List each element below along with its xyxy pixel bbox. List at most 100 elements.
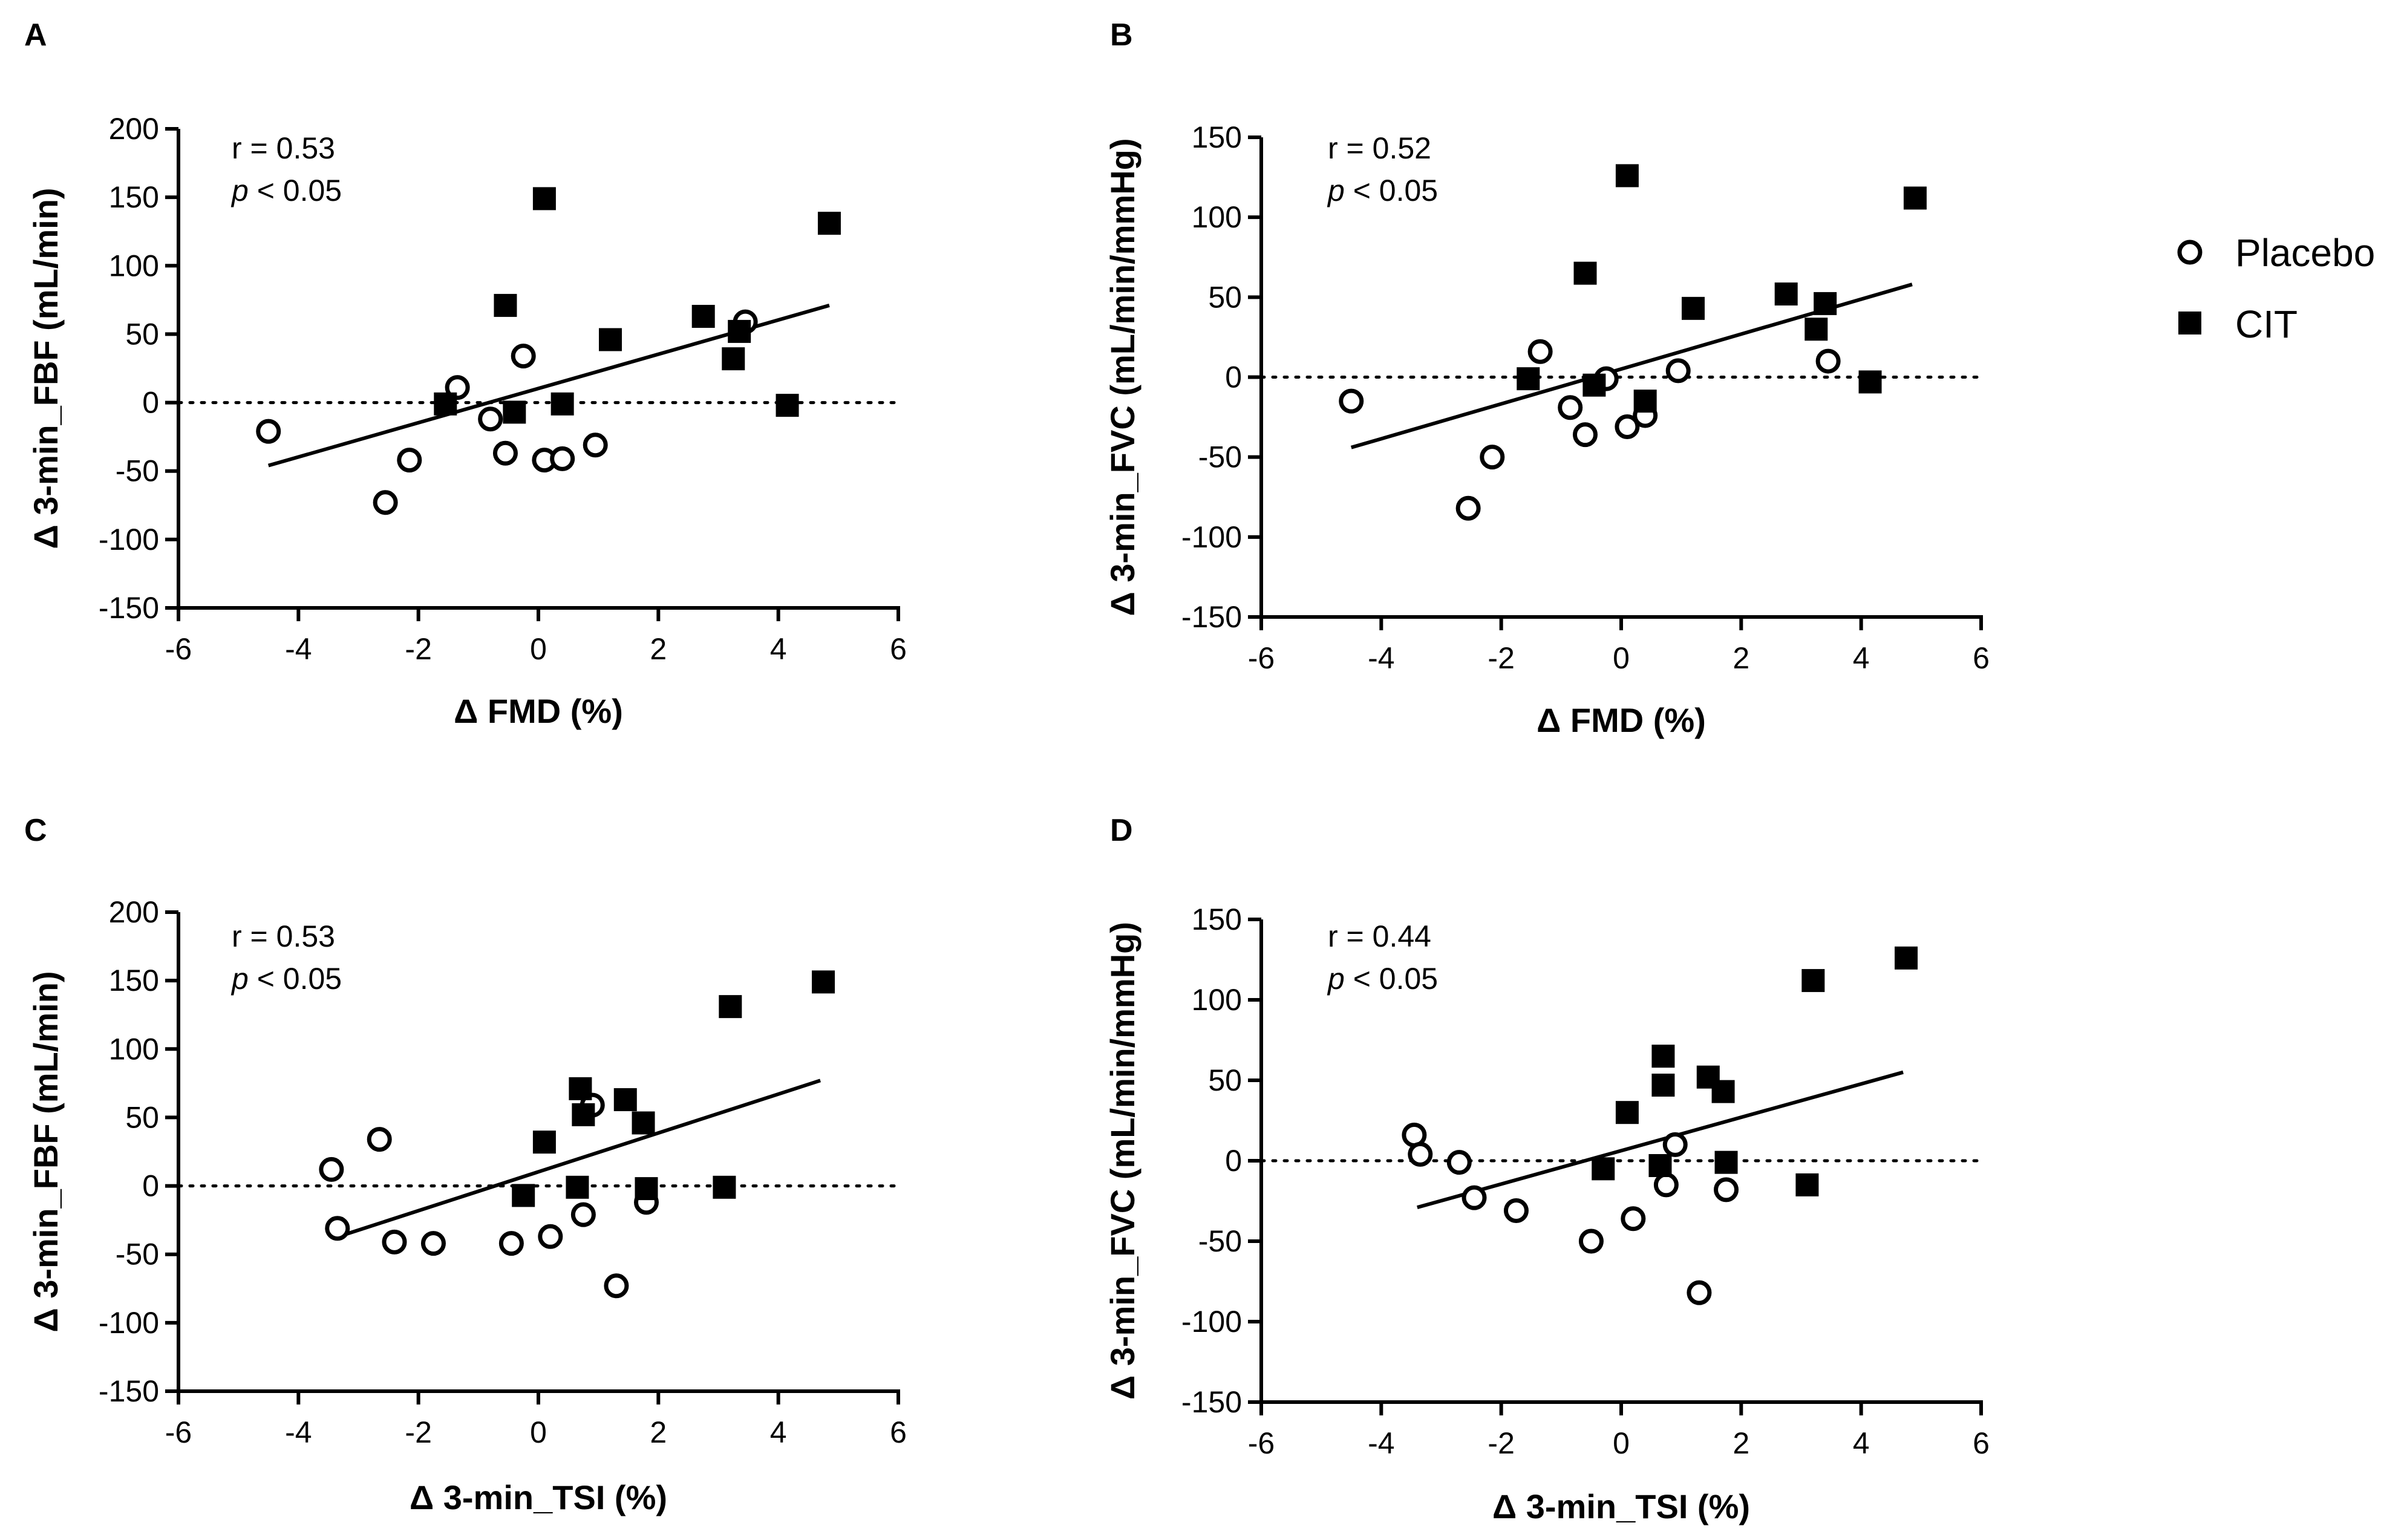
y-tick-label: -150 (1181, 600, 1242, 634)
cit-point (1651, 1073, 1675, 1097)
x-tick-label: -2 (405, 1415, 431, 1449)
x-tick-label: -2 (405, 632, 431, 666)
annotation-r: r = 0.53 (232, 919, 335, 953)
placebo-point (604, 1273, 629, 1299)
cit-point (1774, 282, 1798, 306)
annotation-p: p < 0.05 (1327, 174, 1438, 207)
x-tick-label: -2 (1488, 641, 1514, 675)
y-tick-label: 100 (1192, 200, 1242, 234)
cit-point (1573, 261, 1597, 285)
x-tick-label: -6 (165, 632, 192, 666)
annotation-p-value: < 0.05 (1345, 962, 1438, 996)
annotation-p: p < 0.05 (230, 174, 342, 207)
legend: Placebo CIT (2177, 231, 2375, 346)
cit-point (776, 394, 799, 417)
legend-placebo-marker (2177, 240, 2203, 265)
y-tick-label: 50 (125, 1100, 159, 1134)
x-axis-label: Δ 3-min_TSI (%) (410, 1478, 667, 1516)
cit-point (494, 293, 517, 317)
x-tick-label: -4 (1368, 1426, 1394, 1460)
x-tick-label: 4 (1853, 1426, 1870, 1460)
placebo-point (492, 440, 518, 466)
y-axis-label: Δ 3-min_FVC (mL/min/mmHg) (1103, 138, 1141, 616)
y-tick-label: -150 (99, 1374, 159, 1408)
cit-point (722, 347, 745, 371)
cit-point (1648, 1153, 1672, 1177)
annotation-r: r = 0.53 (232, 131, 335, 165)
x-tick-label: 2 (650, 632, 667, 666)
placebo-point (1687, 1280, 1712, 1305)
placebo-point (325, 1216, 350, 1241)
x-tick-label: -6 (1248, 641, 1275, 675)
placebo-point (1621, 1206, 1646, 1232)
cit-point (550, 392, 574, 416)
placebo-point (1815, 348, 1841, 374)
y-tick-label: 50 (125, 317, 159, 351)
y-tick-label: 100 (1192, 983, 1242, 1017)
cit-point (1682, 296, 1705, 320)
cit-point (532, 187, 556, 210)
x-tick-label: 0 (530, 632, 547, 666)
cit-point (613, 1088, 637, 1112)
x-tick-label: -2 (1488, 1426, 1514, 1460)
placebo-point (373, 490, 398, 515)
cit-point (691, 305, 715, 328)
panel-letter: C (24, 813, 47, 848)
cit-point (817, 212, 841, 235)
regression-line (333, 1078, 821, 1240)
annotation-p-italic: p (1327, 174, 1345, 207)
cit-point (632, 1111, 655, 1135)
y-tick-label: -100 (99, 1306, 159, 1340)
placebo-point (1578, 1228, 1604, 1254)
panel-letter: B (1110, 18, 1133, 53)
x-tick-label: -4 (285, 632, 312, 666)
placebo-point (511, 344, 536, 369)
cit-point (599, 328, 622, 351)
x-tick-label: 4 (770, 632, 787, 666)
placebo-point (1408, 1141, 1433, 1167)
annotation-r: r = 0.44 (1328, 919, 1431, 953)
x-tick-label: 6 (1973, 1426, 1990, 1460)
x-tick-label: 2 (650, 1415, 667, 1449)
y-tick-label: 100 (109, 1032, 159, 1066)
cit-point (1651, 1045, 1675, 1068)
placebo-point (1455, 495, 1481, 521)
annotation-p-italic: p (230, 962, 249, 996)
cit-point (1714, 1150, 1738, 1174)
panel-b: B -150 -100 -50 0 50 100 150 -6 -4 -2 0 2 4 6 r = 0.52 p… (1103, 18, 1990, 739)
placebo-point (420, 1231, 446, 1256)
y-tick-label: -50 (116, 454, 159, 488)
placebo-point (478, 406, 503, 432)
cit-point (569, 1077, 592, 1100)
y-tick-label: -150 (99, 591, 159, 625)
legend-cit-label: CIT (2235, 302, 2298, 346)
x-tick-label: 4 (770, 1415, 787, 1449)
y-tick-label: 150 (1192, 902, 1242, 936)
y-tick-label: 150 (1192, 120, 1242, 154)
cit-point (812, 970, 835, 994)
annotation-r: r = 0.52 (1328, 131, 1431, 165)
panel-c: C -150 -100 -50 0 50 100 150 200 -6 -4 -2 0 2 4 6 r = 0.… (24, 813, 907, 1516)
placebo-point (498, 1231, 524, 1256)
x-tick-label: 0 (1613, 1426, 1630, 1460)
cit-point (1615, 164, 1639, 188)
panel-a: A -150 -100 -50 0 50 100 150 200 -6 -4 -2 0 2 4 6 r = 0.… (24, 18, 907, 730)
placebo-point (1503, 1198, 1529, 1223)
cit-point (532, 1131, 556, 1154)
annotation-p-italic: p (1327, 962, 1345, 996)
y-axis-label: Δ 3-min_FBF (mL/min) (27, 971, 65, 1332)
panel-letter: D (1110, 813, 1133, 848)
placebo-point (1615, 414, 1640, 439)
x-tick-label: -6 (1248, 1426, 1275, 1460)
cit-point (1804, 318, 1828, 341)
cit-point (1801, 969, 1825, 993)
x-axis-label: Δ FMD (%) (454, 692, 623, 730)
placebo-point (1653, 1172, 1679, 1198)
x-axis-label: Δ FMD (%) (1537, 701, 1706, 739)
placebo-point (1480, 445, 1505, 470)
annotation-p-value: < 0.05 (1345, 174, 1438, 207)
x-axis-label: Δ 3-min_TSI (%) (1492, 1487, 1750, 1525)
y-tick-label: -50 (1198, 440, 1242, 474)
cit-point (572, 1103, 595, 1126)
